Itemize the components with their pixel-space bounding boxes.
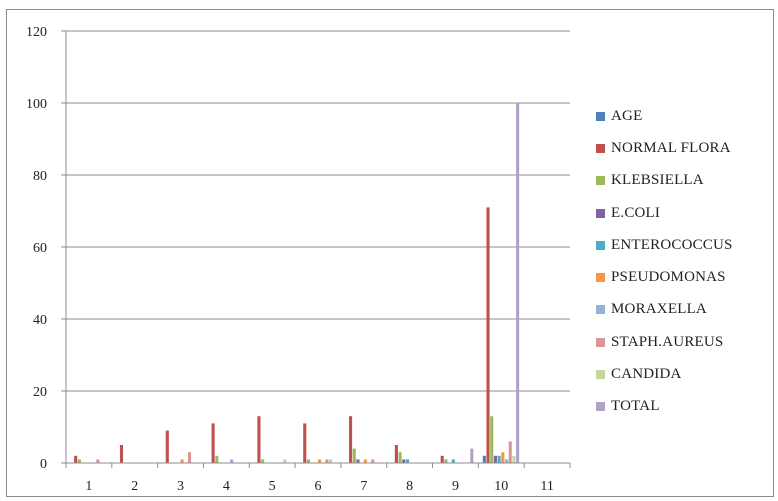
bar [402, 459, 406, 463]
legend-swatch [596, 240, 605, 250]
legend-label: CANDIDA [611, 366, 682, 383]
legend-swatch [596, 176, 605, 186]
legend-label: E.COLI [611, 204, 661, 221]
bar [329, 459, 333, 463]
legend-label: STAPH.AUREUS [611, 333, 724, 350]
axes [61, 30, 571, 468]
bar [74, 455, 78, 463]
y-tick-label: 40 [33, 313, 47, 328]
bar [497, 455, 501, 463]
legend-swatch [596, 208, 605, 218]
chart-frame [6, 9, 774, 497]
legend: AGE NORMAL FLORA KLEBSIELLA E.COLI ENTEROCOC… [596, 100, 772, 423]
bar [119, 445, 124, 463]
legend-item: ENTEROCOCCUS [596, 229, 772, 261]
gridlines [66, 30, 570, 392]
bar [394, 445, 398, 463]
bar [486, 207, 490, 463]
bar [349, 416, 353, 463]
legend-item: TOTAL [596, 391, 772, 423]
bar [405, 459, 410, 463]
legend-label: MORAXELLA [611, 301, 707, 318]
bar [482, 455, 486, 463]
legend-item: AGE [596, 100, 772, 132]
bar [261, 459, 265, 463]
legend-swatch [596, 143, 605, 153]
y-tick-label: 60 [33, 241, 47, 256]
bar [516, 103, 520, 463]
legend-item: STAPH.AUREUS [596, 326, 772, 358]
legend-swatch [596, 402, 605, 412]
bar [230, 459, 234, 463]
bar [325, 459, 329, 463]
legend-swatch [596, 111, 605, 121]
x-tick-label: 5 [269, 479, 276, 494]
legend-item: MORAXELLA [596, 294, 772, 326]
bar [512, 455, 516, 463]
legend-item: PSEUDOMONAS [596, 261, 772, 293]
legend-swatch [596, 337, 605, 347]
legend-item: NORMAL FLORA [596, 132, 772, 164]
y-tick-label: 80 [33, 169, 47, 184]
y-tick-label: 0 [40, 457, 47, 472]
x-tick-label: 3 [177, 479, 184, 494]
y-tick-labels: 0 20 40 60 80 100 120 [26, 25, 47, 472]
legend-item: KLEBSIELLA [596, 165, 772, 197]
x-tick-label: 2 [131, 479, 138, 494]
legend-swatch [596, 273, 605, 283]
legend-item: E.COLI [596, 197, 772, 229]
x-tick-label: 10 [494, 479, 508, 494]
y-tick-label: 100 [26, 97, 47, 112]
bar [371, 459, 375, 463]
x-tick-label: 11 [540, 479, 553, 494]
x-tick-label: 8 [406, 479, 413, 494]
bar [96, 459, 100, 463]
bar [211, 423, 215, 463]
x-tick-label: 7 [360, 479, 367, 494]
legend-label: TOTAL [611, 398, 660, 415]
x-tick-label: 4 [223, 479, 230, 494]
legend-swatch [596, 370, 605, 380]
y-tick-label: 120 [26, 25, 47, 40]
bar [493, 455, 497, 463]
bar [363, 459, 367, 463]
bar [283, 459, 287, 463]
legend-label: KLEBSIELLA [611, 172, 704, 189]
legend-swatch [596, 305, 605, 315]
bar [398, 452, 402, 463]
bar [508, 441, 512, 463]
bar [501, 452, 505, 463]
bars [74, 103, 520, 463]
bar [257, 416, 261, 463]
y-tick-label: 20 [33, 385, 47, 400]
bar [187, 452, 192, 463]
legend-label: AGE [611, 107, 643, 124]
bar [504, 459, 509, 463]
bar [451, 459, 455, 463]
bar [356, 459, 360, 463]
bar [77, 459, 81, 463]
legend-label: PSEUDOMONAS [611, 269, 726, 286]
bar [440, 455, 444, 463]
bar [180, 459, 184, 463]
legend-label: ENTEROCOCCUS [611, 236, 733, 253]
bar [215, 455, 219, 463]
bar [490, 416, 494, 463]
x-tick-label: 1 [85, 479, 92, 494]
bar [318, 459, 322, 463]
bar [306, 459, 310, 463]
x-tick-label: 9 [452, 479, 459, 494]
x-tick-labels: 1 2 3 4 5 6 7 8 9 10 11 [85, 479, 553, 494]
x-tick-label: 6 [315, 479, 322, 494]
bar [352, 448, 356, 463]
bar [303, 423, 307, 463]
legend-item: CANDIDA [596, 358, 772, 390]
bar [165, 430, 169, 463]
legend-label: NORMAL FLORA [611, 139, 731, 156]
bar [444, 459, 448, 463]
bar [470, 448, 474, 463]
